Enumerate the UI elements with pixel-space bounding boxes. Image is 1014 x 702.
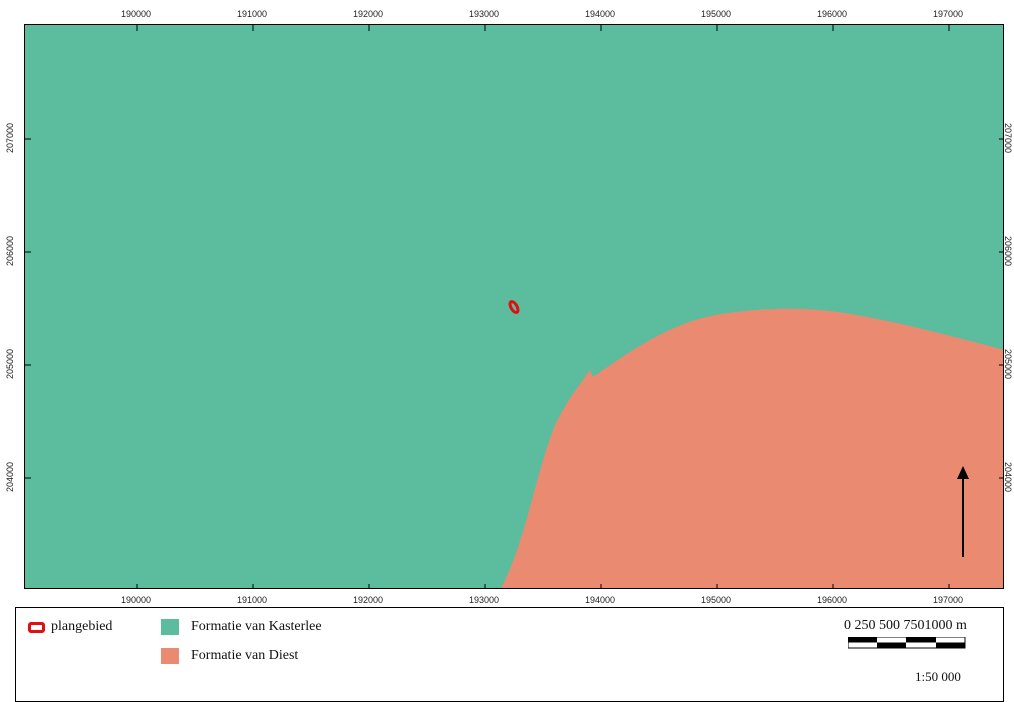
scalebar [848,637,966,649]
legend-label-kasterlee: Formatie van Kasterlee [191,619,322,634]
x-tick-label-top: 195000 [700,9,732,19]
y-tick-label-right: 205000 [1003,348,1013,380]
x-tick-label-bottom: 194000 [584,595,616,605]
y-tick-label-right: 204000 [1003,461,1013,493]
y-tick-label-right: 206000 [1003,235,1013,267]
y-tick-label-right: 207000 [1003,122,1013,154]
scale-ratio: 1:50 000 [915,669,961,684]
x-tick-label-top: 190000 [120,9,152,19]
x-tick-label-top: 193000 [468,9,500,19]
x-tick-label-top: 196000 [816,9,848,19]
x-tick-label-top: 194000 [584,9,616,19]
x-tick-label-bottom: 196000 [816,595,848,605]
y-tick-label-left: 204000 [5,461,15,493]
x-tick-label-top: 191000 [236,9,268,19]
x-tick-label-bottom: 190000 [120,595,152,605]
legend-item-diest: Formatie van Diest [161,648,298,664]
y-tick-label-left: 207000 [5,122,15,154]
north-arrow-head [957,466,969,479]
tick-marks [25,25,1003,588]
x-tick-label-top: 192000 [352,9,384,19]
plangebied-swatch [28,621,45,633]
diest-area [501,308,1003,588]
legend-label-plangebied: plangebied [51,619,113,634]
x-tick-label-bottom: 191000 [236,595,268,605]
x-tick-label-top: 197000 [932,9,964,19]
x-tick-label-bottom: 197000 [932,595,964,605]
x-tick-label-bottom: 193000 [468,595,500,605]
legend-item-plangebied: plangebied [28,619,112,635]
x-tick-label-bottom: 195000 [700,595,732,605]
x-tick-label-bottom: 192000 [352,595,384,605]
legend-label-diest: Formatie van Diest [191,648,299,663]
scalebar-labels: 0 250 500 7501000 m [844,618,967,633]
plangebied-marker [508,300,520,314]
geology-map [25,25,1003,588]
y-tick-label-left: 206000 [5,235,15,267]
legend-item-kasterlee: Formatie van Kasterlee [161,619,322,635]
y-tick-label-left: 205000 [5,348,15,380]
diest-swatch [161,648,179,664]
map-frame [24,24,1004,589]
kasterlee-swatch [161,619,179,635]
